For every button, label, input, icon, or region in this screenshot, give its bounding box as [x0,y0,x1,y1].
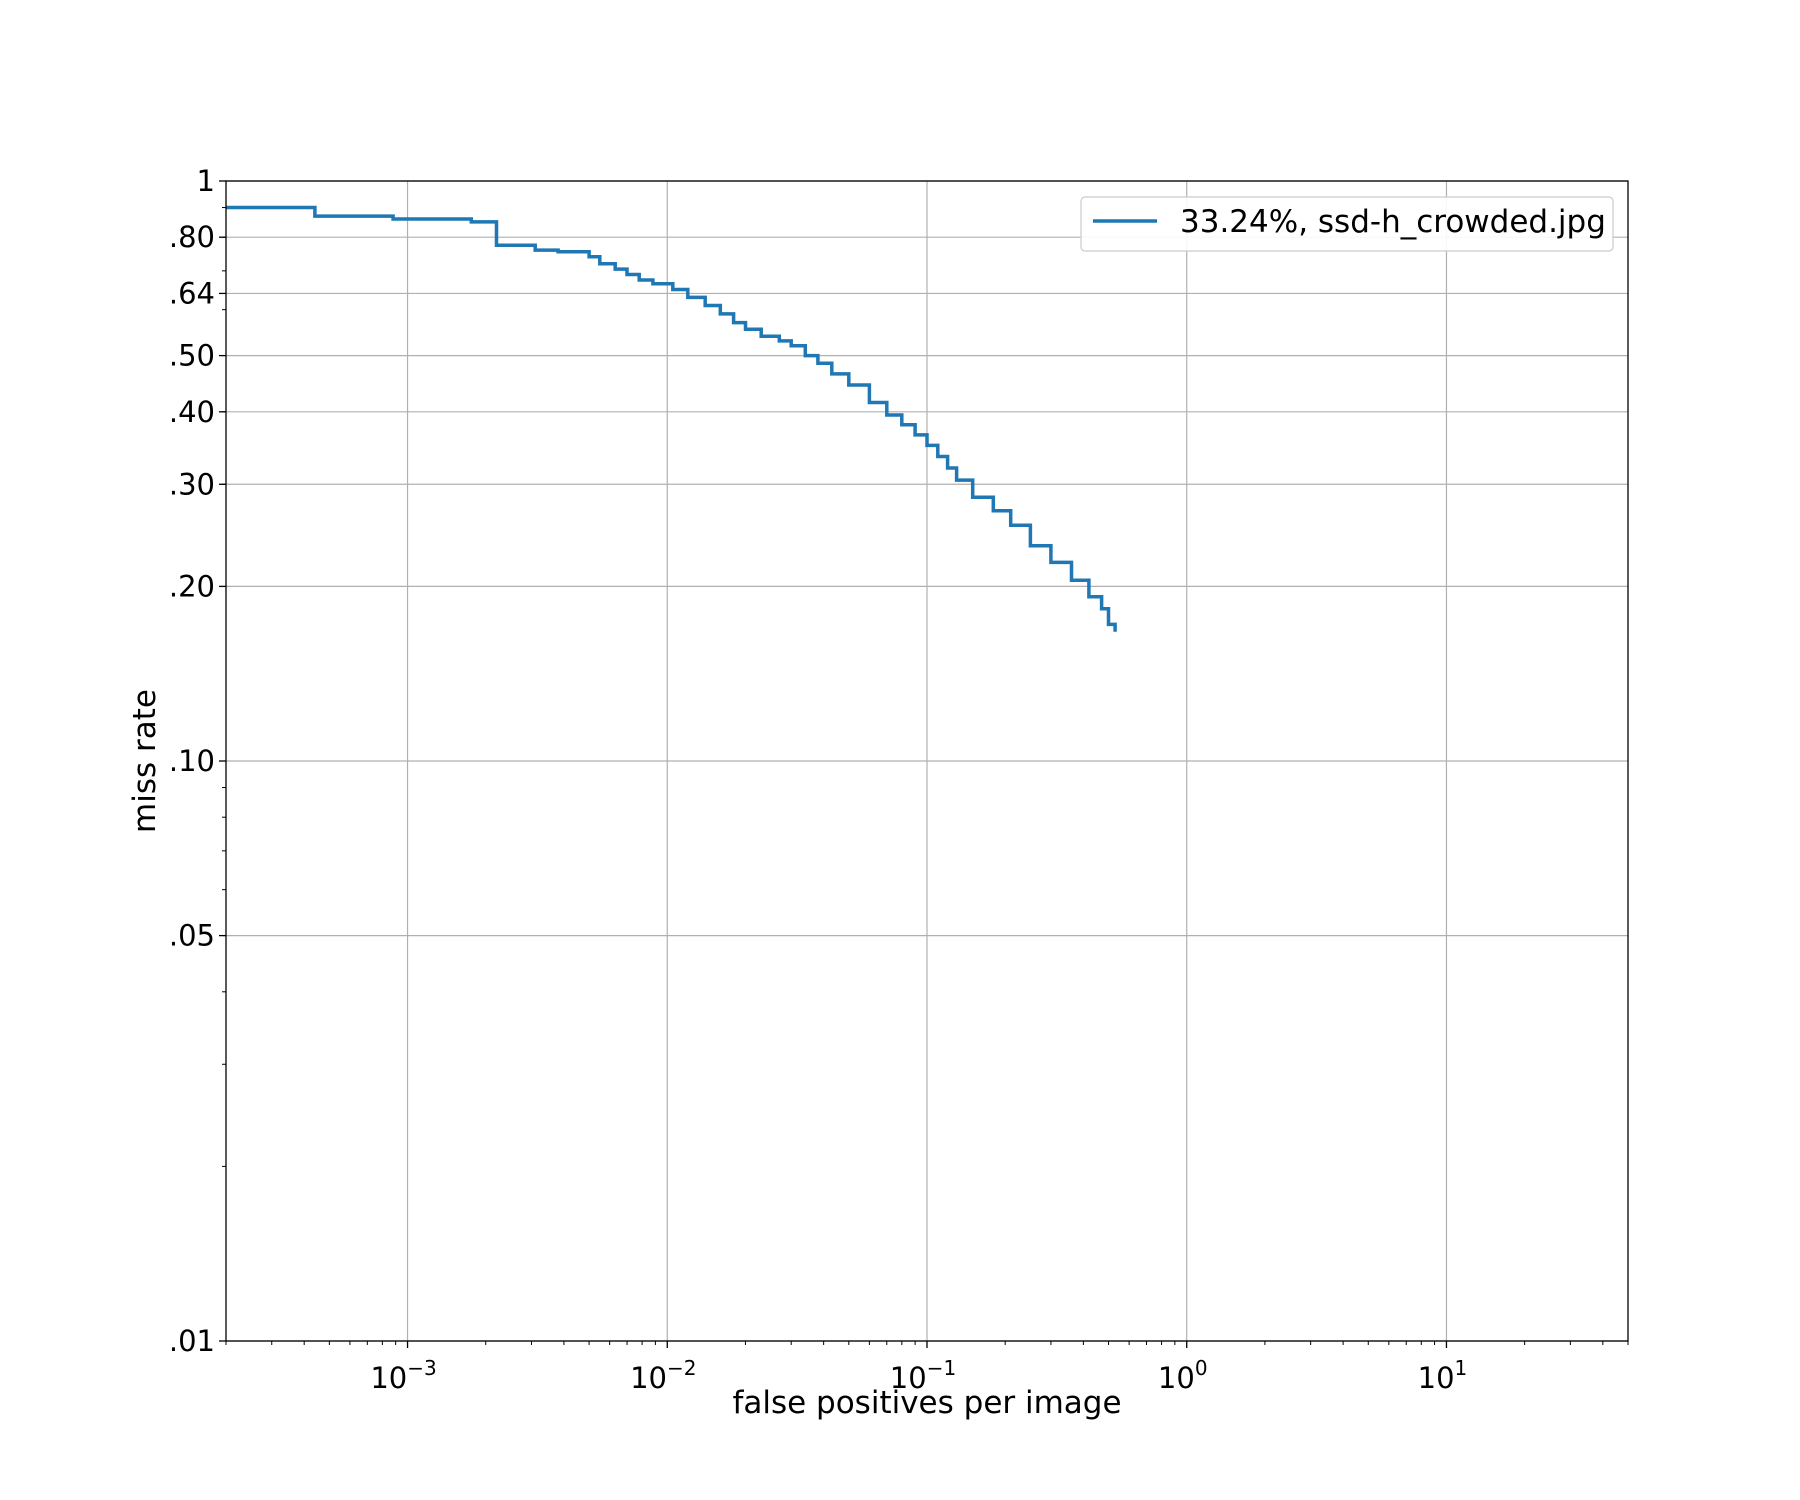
x-tick-labels: 10−3 10−2 10−1 100 101 [370,1356,1467,1395]
y-tick-label: .10 [169,744,215,778]
y-tick-label: .05 [169,919,215,953]
y-tick-label: .30 [169,467,215,501]
series-layer [226,205,1117,632]
y-tick-label: .40 [169,395,215,429]
series-line-0 [226,205,1117,632]
x-tick-label: 10−1 [890,1356,956,1395]
x-tick-label: 10−2 [630,1356,696,1395]
minor-ticks [222,207,1629,1345]
y-tick-label: 1 [197,164,215,198]
y-axis-label: miss rate [127,689,163,833]
y-tick-label: .80 [169,220,215,254]
y-tick-label: .01 [169,1324,215,1358]
y-tick-label: .50 [169,339,215,373]
legend-series-label: 33.24%, ssd-h_crowded.jpg [1180,204,1606,240]
y-tick-label: .64 [169,276,215,310]
x-axis-label: false positives per image [732,1385,1121,1421]
grid [226,180,1628,1342]
legend: 33.24%, ssd-h_crowded.jpg [1080,196,1614,252]
x-tick-label: 10−3 [370,1356,436,1395]
y-tick-label: .20 [169,569,215,603]
legend-box [1080,196,1614,252]
x-tick-label: 100 [1158,1356,1208,1395]
major-ticks [219,180,1448,1348]
y-tick-labels: 1 .80 .64 .50 .40 .30 .20 .10 .05 .01 [169,164,215,1358]
x-tick-label: 101 [1418,1356,1468,1395]
